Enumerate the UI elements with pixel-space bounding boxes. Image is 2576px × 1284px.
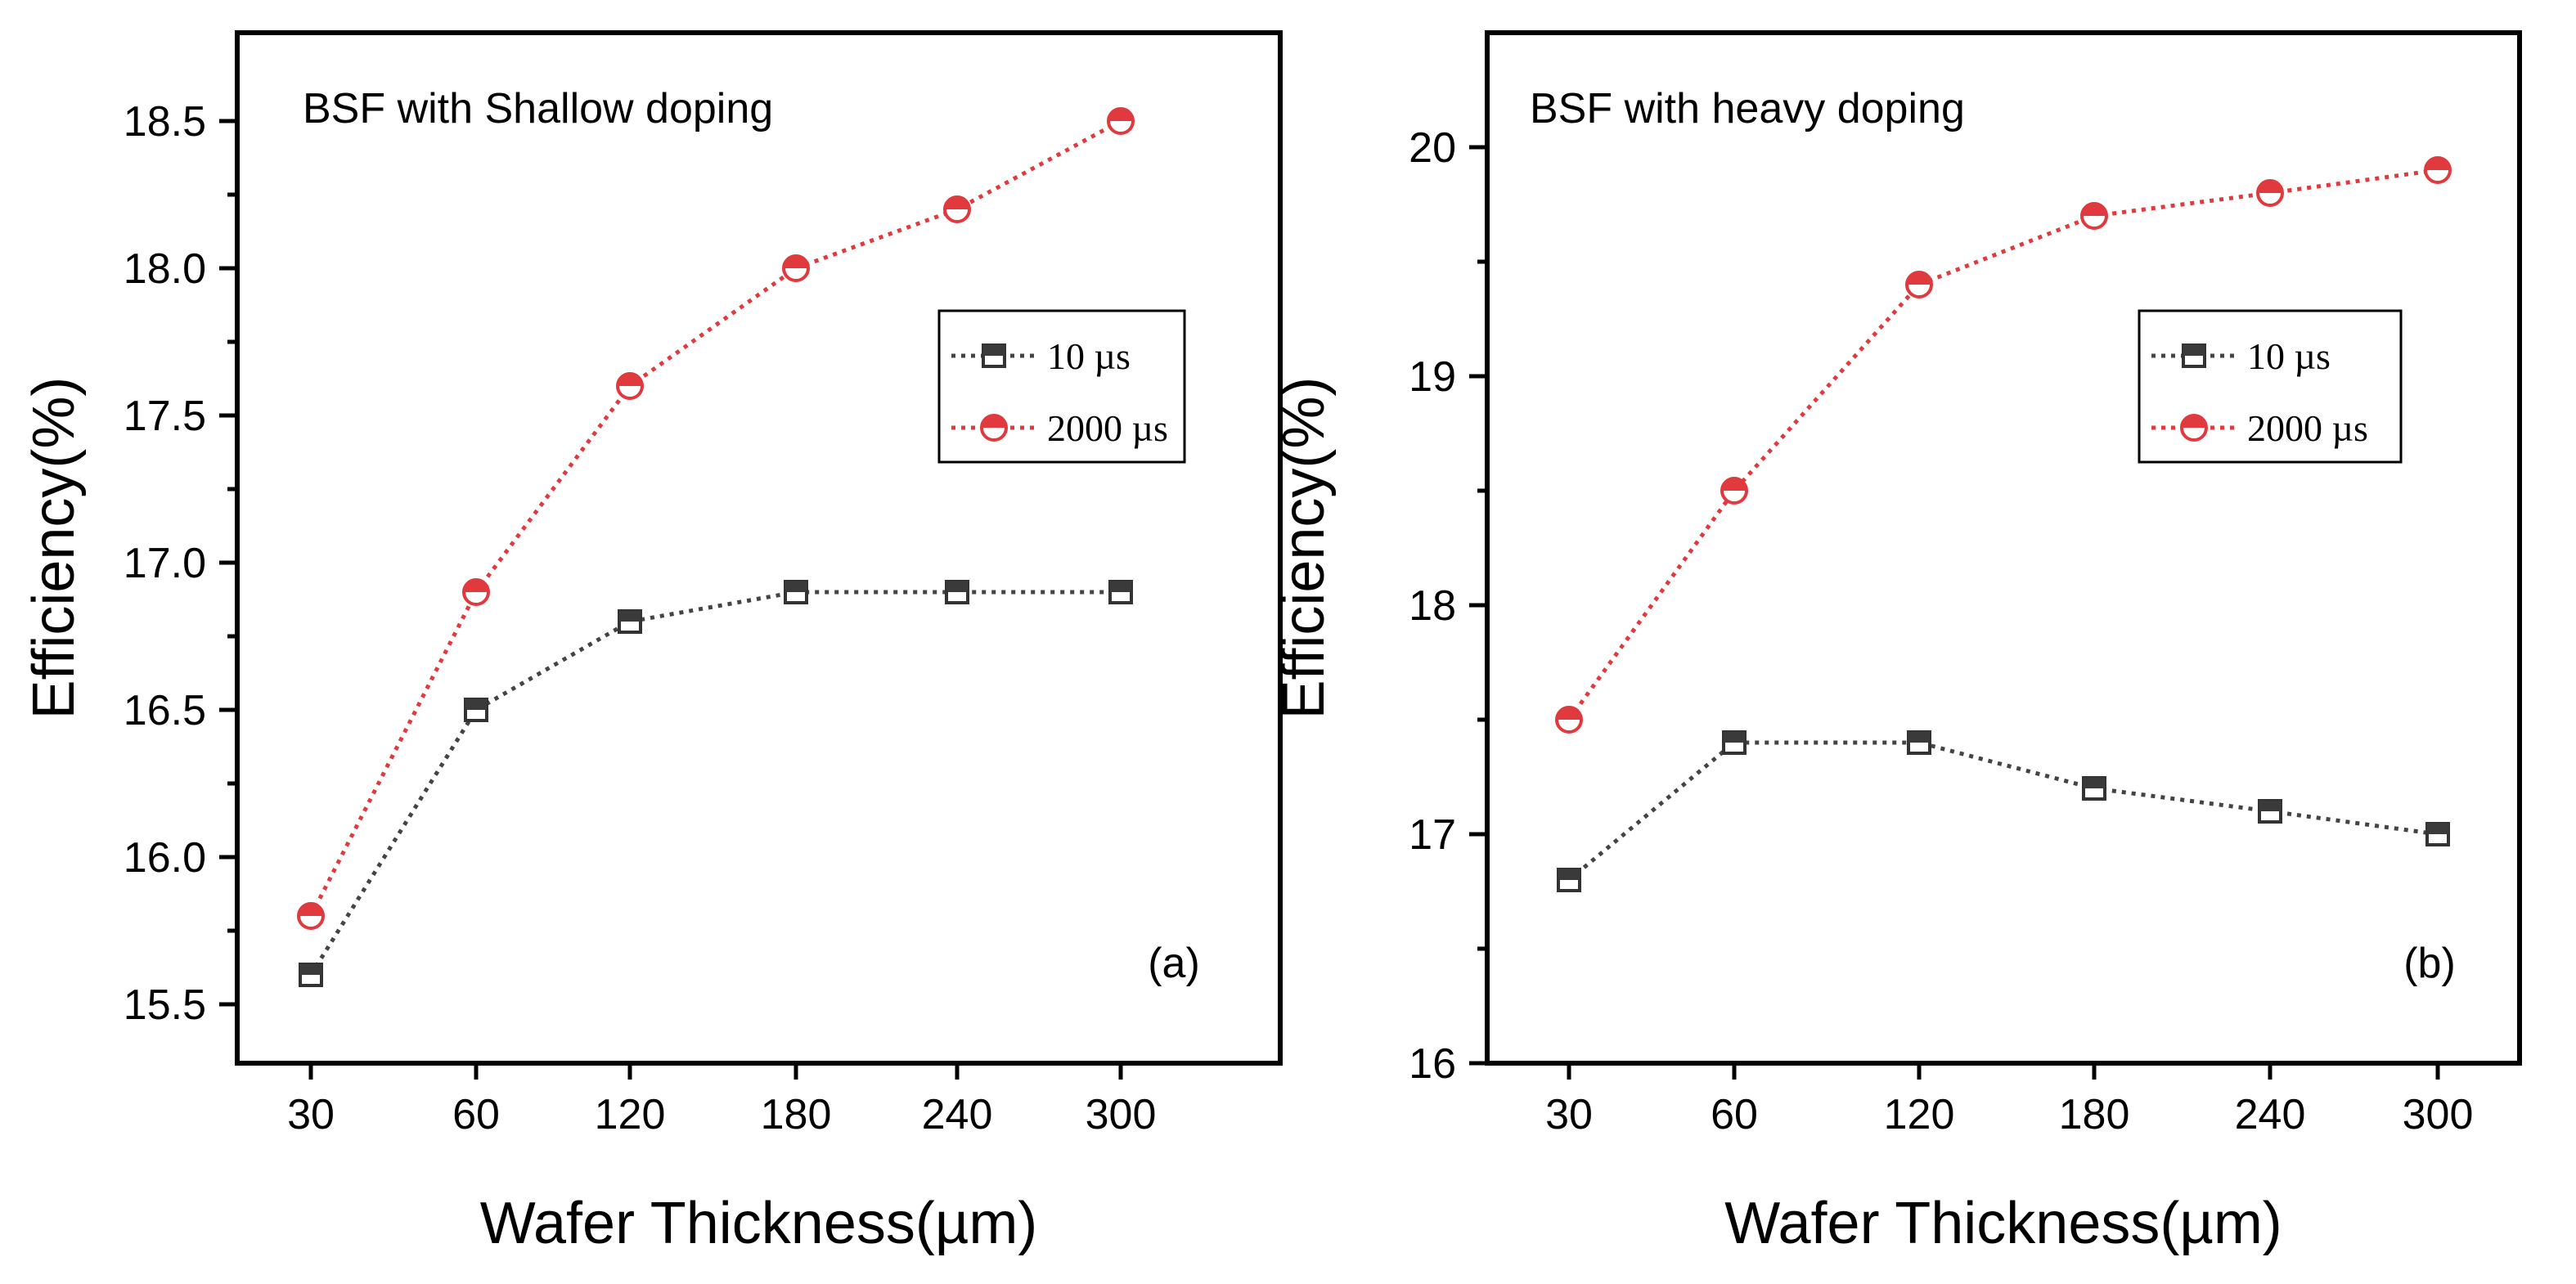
plot-frame	[235, 30, 1283, 1066]
legend-label: 10 µs	[2247, 335, 2331, 377]
data-point-circle-fill	[1722, 478, 1747, 491]
data-point-square-fill	[300, 964, 321, 975]
legend-label: 10 µs	[1047, 335, 1131, 377]
data-point-square-fill	[2084, 778, 2105, 788]
plot-frame	[1485, 30, 2522, 1066]
data-point-circle-fill	[464, 580, 488, 592]
data-point-circle-fill	[1108, 109, 1133, 121]
y-tick-label: 18.0	[124, 245, 206, 293]
series-2000us	[1555, 156, 2452, 734]
x-tick-label: 120	[1884, 1091, 1955, 1138]
legend-label: 2000 µs	[1047, 407, 1168, 449]
series-line	[1567, 168, 2439, 721]
data-point-circle-fill	[1557, 707, 1581, 720]
y-tick-label: 20	[1409, 124, 1456, 172]
series-line	[308, 590, 1121, 976]
data-point-circle-fill	[618, 374, 642, 386]
y-tick-label: 15.5	[124, 981, 206, 1029]
panel-label: (b)	[2403, 940, 2456, 987]
legend-label: 2000 µs	[2247, 407, 2368, 449]
x-tick-label: 30	[1545, 1091, 1593, 1138]
data-point-square-fill	[2427, 824, 2448, 834]
x-tick-label: 30	[287, 1091, 335, 1138]
data-point-square-fill	[1724, 732, 1745, 743]
legend-marker-circle-fill	[2182, 415, 2206, 428]
legend-box	[2138, 309, 2403, 464]
panel-a: 15.5 16.0 16.5 17.0 17.5 18.0 18.5 30 60 120 180 24…	[21, 30, 1283, 1256]
series-10us	[1557, 730, 2450, 892]
data-point-circle-fill	[2258, 181, 2282, 193]
x-tick-label: 180	[761, 1091, 832, 1138]
y-axis-title: Efficiency(%)	[21, 377, 87, 720]
y-axis-title: Efficiency(%)	[1271, 377, 1337, 720]
y-tick-label: 17	[1409, 811, 1456, 859]
data-point-square-fill	[1110, 581, 1131, 592]
x-tick-label: 120	[595, 1091, 666, 1138]
x-tick-label: 240	[922, 1091, 993, 1138]
panel-annotation: BSF with heavy doping	[1530, 85, 1965, 132]
legend-marker-square-fill	[2183, 345, 2205, 356]
y-tick-label: 16.0	[124, 834, 206, 882]
series-10us	[299, 580, 1133, 987]
x-tick-label: 300	[2403, 1091, 2474, 1138]
legend-marker-square-fill	[983, 345, 1005, 356]
data-point-circle-fill	[2082, 204, 2106, 216]
y-tick-label: 19	[1409, 353, 1456, 401]
x-tick-label: 60	[452, 1091, 500, 1138]
legend-marker-circle-fill	[982, 415, 1006, 428]
data-point-square-fill	[785, 581, 807, 592]
data-point-circle-fill	[1907, 272, 1931, 285]
series-2000us	[297, 107, 1135, 930]
x-axis-title: Wafer Thickness(µm)	[480, 1191, 1038, 1256]
panel-b: 16 17 18 19 20 30 60 120 180 240 300 Wafer Thicknes…	[1271, 30, 2522, 1256]
legend: 10 µs 2000 µs	[2138, 309, 2403, 464]
data-point-circle-fill	[299, 904, 323, 916]
y-tick-label: 17.0	[124, 540, 206, 587]
panel-annotation: BSF with Shallow doping	[303, 85, 773, 132]
y-tick-label: 18.5	[124, 98, 206, 146]
x-tick-label: 300	[1086, 1091, 1157, 1138]
data-point-square-fill	[619, 611, 641, 622]
y-tick-label: 16	[1409, 1040, 1456, 1088]
x-axis-title: Wafer Thickness(µm)	[1724, 1191, 2282, 1256]
x-tick-label: 240	[2235, 1091, 2306, 1138]
y-tick-label: 17.5	[124, 393, 206, 440]
data-point-square-fill	[2259, 801, 2281, 811]
data-point-square-fill	[1908, 732, 1930, 743]
y-tick-label: 18	[1409, 582, 1456, 630]
legend: 10 µs 2000 µs	[937, 309, 1186, 464]
x-tick-label: 60	[1711, 1091, 1758, 1138]
x-tick-label: 180	[2059, 1091, 2130, 1138]
data-point-circle-fill	[945, 197, 969, 209]
y-tick-label: 16.5	[124, 687, 206, 734]
series-line	[308, 119, 1122, 918]
data-point-square-fill	[1558, 869, 1580, 880]
legend-box	[937, 309, 1186, 464]
data-point-square-fill	[465, 699, 487, 710]
series-line	[1567, 740, 2439, 882]
panel-label: (a)	[1148, 940, 1200, 987]
data-point-circle-fill	[784, 256, 808, 268]
data-point-square-fill	[946, 581, 968, 592]
data-point-circle-fill	[2425, 158, 2450, 170]
